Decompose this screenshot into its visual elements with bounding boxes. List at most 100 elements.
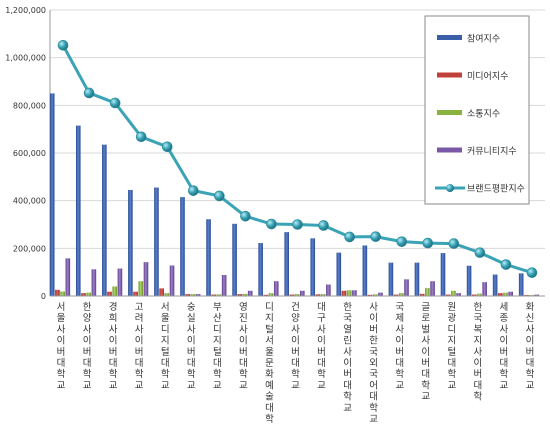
bar-1-3: [102, 144, 107, 296]
line-point-14: [396, 236, 408, 247]
y-tick-label: 800,000: [13, 101, 46, 110]
bar-3-17: [477, 293, 482, 296]
line-point-6: [187, 185, 199, 196]
bar-1-8: [232, 223, 237, 296]
bar-3-12: [346, 290, 352, 296]
y-tick-label: 200,000: [13, 244, 46, 253]
line-point-18: [500, 259, 512, 270]
bar-1-9: [258, 243, 263, 296]
bar-4-5: [169, 265, 175, 296]
bar-2-3: [107, 291, 112, 296]
bar-4-4: [143, 262, 149, 296]
bar-2-4: [133, 291, 138, 296]
line-point-19: [526, 267, 538, 278]
bar-4-2: [91, 269, 97, 296]
bar-1-4: [128, 189, 133, 296]
bar-4-15: [430, 281, 435, 296]
bar-1-12: [336, 252, 342, 296]
bar-3-3: [112, 286, 118, 296]
bar-3-16: [451, 290, 456, 296]
bar-4-16: [456, 293, 461, 296]
bar-1-19: [518, 273, 524, 296]
y-tick-label: 400,000: [13, 197, 46, 206]
bar-4-14: [404, 279, 409, 296]
bar-3-6: [190, 294, 196, 296]
bar-2-18: [498, 293, 503, 296]
bar-2-16: [445, 294, 451, 296]
y-tick-label: 0: [41, 292, 46, 301]
line-point-3: [109, 97, 121, 109]
bar-2-7: [211, 294, 217, 296]
x-axis: 서 울 사 이 버 대 학 교 한 양 사 이 버 대 학 교 경 희 사 이 버 대 학 교 고 려 사 이 버 대 학 교 서 울 디 지 털 대 학 교…: [50, 295, 545, 425]
bar-1-15: [414, 262, 420, 296]
line-point-17: [474, 247, 486, 258]
bar-4-18: [508, 291, 514, 296]
bar-2-6: [185, 294, 190, 296]
legend-swatch: [437, 147, 462, 153]
legend-label: 참여지수: [467, 33, 500, 45]
bar-1-13: [362, 245, 368, 296]
bar-2-13: [367, 294, 373, 296]
bar-1-14: [388, 262, 394, 296]
bar-1-16: [440, 253, 446, 296]
bar-4-7: [221, 275, 227, 296]
y-tick-label: 600,000: [13, 149, 46, 158]
bar-1-17: [466, 265, 472, 296]
bar-4-12: [352, 290, 357, 296]
bar-2-15: [419, 293, 425, 296]
category-label: 디지털서울문화예술대학교: [265, 302, 274, 425]
legend-label: 미디어지수: [467, 71, 508, 82]
bar-3-9: [268, 293, 274, 296]
bar-2-12: [341, 290, 347, 296]
legend-label: 소통지수: [467, 109, 500, 120]
bar-2-8: [237, 294, 243, 296]
legend-swatch: [437, 35, 462, 40]
line-point-4: [135, 131, 147, 143]
legend-swatch: [437, 110, 462, 115]
bar-1-11: [310, 238, 316, 296]
bar-2-11: [315, 294, 321, 296]
bar-3-4: [138, 281, 144, 296]
line-point-5: [161, 141, 173, 153]
bar-3-10: [294, 294, 300, 296]
bar-1-10: [284, 232, 289, 296]
legend-label: 브랜드평판지수: [467, 184, 525, 195]
bar-3-11: [320, 294, 326, 296]
bar-3-1: [60, 291, 65, 296]
bar-4-10: [300, 290, 305, 296]
bar-2-10: [289, 294, 295, 296]
bar-1-5: [154, 187, 159, 296]
bar-1-7: [206, 219, 211, 296]
bar-3-14: [399, 293, 404, 296]
bars: [49, 93, 540, 297]
legend-label: 커뮤니티지수: [467, 146, 517, 157]
bar-3-15: [425, 288, 430, 296]
bar-3-5: [164, 293, 170, 296]
bar-3-13: [372, 294, 378, 296]
y-tick-label: 1,000,000: [5, 54, 46, 63]
bar-2-14: [393, 294, 399, 296]
line-point-13: [370, 231, 381, 242]
legend-swatch: [437, 72, 462, 78]
bar-2-17: [471, 294, 477, 296]
line-point-12: [344, 231, 355, 243]
line-point-7: [214, 190, 225, 202]
y-axis: 0 200,000 400,000 600,000 800,000 1,000,000 1,…: [5, 6, 51, 301]
line-point-8: [240, 210, 251, 222]
bar-4-19: [534, 294, 540, 296]
line-point-15: [422, 237, 434, 249]
bar-2-1: [55, 289, 60, 296]
bar-4-13: [378, 292, 383, 296]
